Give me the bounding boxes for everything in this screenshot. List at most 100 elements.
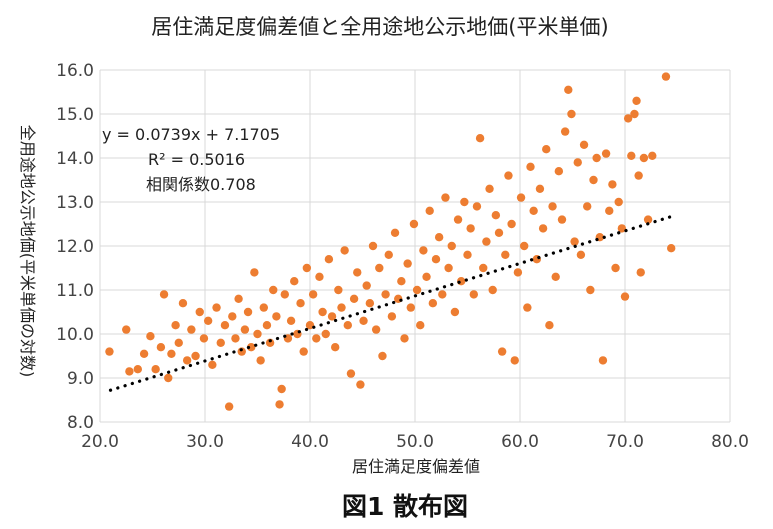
- data-point: [453, 215, 463, 224]
- data-point: [365, 299, 375, 308]
- data-point: [390, 228, 400, 237]
- data-point: [586, 285, 595, 295]
- data-point: [472, 202, 482, 211]
- data-point: [601, 149, 611, 158]
- data-point: [139, 349, 149, 358]
- data-point: [337, 303, 346, 312]
- data-point: [567, 109, 576, 119]
- data-point: [667, 244, 676, 253]
- data-point: [416, 321, 425, 330]
- y-tick-label: 13.0: [56, 193, 94, 213]
- data-point: [557, 215, 567, 224]
- data-point: [438, 290, 447, 299]
- data-point: [191, 351, 200, 361]
- data-point: [368, 241, 378, 251]
- data-point: [356, 380, 365, 389]
- data-point: [560, 127, 570, 136]
- data-point: [634, 171, 643, 180]
- data-point: [290, 277, 299, 286]
- data-point: [250, 268, 259, 277]
- data-point: [611, 263, 620, 273]
- data-point: [315, 272, 324, 281]
- data-point: [529, 206, 538, 215]
- data-point: [428, 299, 438, 308]
- data-point: [331, 343, 340, 352]
- data-point: [275, 400, 284, 409]
- x-tick-label: 70.0: [606, 432, 644, 452]
- data-point: [259, 303, 268, 312]
- data-point: [381, 290, 390, 299]
- x-tick-label: 60.0: [501, 432, 539, 452]
- chart-title: 居住満足度偏差値と全用途地公示地価(平米単価): [151, 15, 608, 39]
- equation-label: y = 0.0739x + 7.1705: [102, 125, 280, 144]
- data-point: [318, 307, 327, 317]
- data-point: [648, 151, 657, 160]
- trendline: [108, 214, 674, 392]
- data-point: [431, 255, 441, 264]
- data-point: [434, 233, 444, 242]
- data-point: [535, 184, 545, 193]
- data-point: [151, 365, 160, 374]
- data-point: [412, 285, 422, 295]
- data-point: [419, 246, 428, 255]
- data-point: [203, 316, 213, 325]
- x-axis-title: 居住満足度偏差値: [352, 457, 480, 476]
- data-point: [605, 206, 614, 215]
- data-point: [460, 197, 469, 207]
- data-point: [551, 272, 560, 281]
- data-point: [501, 250, 510, 259]
- data-point: [243, 307, 253, 317]
- data-point: [409, 219, 419, 229]
- data-point: [639, 153, 649, 163]
- data-point: [520, 241, 529, 251]
- data-point: [422, 272, 431, 281]
- data-point: [346, 369, 356, 378]
- data-point: [105, 347, 114, 356]
- grid-lines: [99, 69, 731, 423]
- data-point: [228, 312, 237, 321]
- data-point: [286, 316, 296, 325]
- data-point: [573, 158, 582, 167]
- data-point: [334, 285, 343, 295]
- data-point: [589, 175, 598, 185]
- data-point: [632, 96, 641, 106]
- data-point: [441, 193, 450, 202]
- data-point: [400, 334, 409, 343]
- data-point: [212, 303, 221, 312]
- data-point: [627, 151, 636, 160]
- data-point: [208, 360, 217, 369]
- data-point: [570, 237, 579, 246]
- data-point: [488, 285, 497, 295]
- data-point: [475, 134, 485, 143]
- data-point: [397, 277, 406, 286]
- data-point: [620, 292, 630, 301]
- data-point: [538, 224, 548, 233]
- y-tick-label: 12.0: [56, 237, 94, 257]
- data-point: [305, 321, 315, 330]
- data-point: [265, 338, 275, 347]
- data-point: [240, 325, 250, 334]
- data-point: [182, 356, 192, 365]
- data-point: [234, 294, 243, 303]
- data-point: [231, 334, 240, 343]
- data-point: [494, 228, 504, 237]
- data-point: [133, 365, 142, 374]
- data-point: [516, 193, 526, 202]
- x-tick-label: 50.0: [396, 432, 434, 452]
- data-point: [167, 349, 176, 358]
- data-point: [608, 180, 617, 189]
- data-point: [159, 290, 169, 299]
- data-point: [450, 307, 460, 317]
- r-squared-label: R² = 0.5016: [148, 150, 245, 169]
- figure-caption: 図1 散布図: [342, 492, 468, 521]
- data-point: [269, 285, 278, 295]
- data-point: [510, 356, 519, 365]
- data-point: [636, 268, 645, 277]
- data-point: [507, 219, 516, 229]
- data-point: [280, 290, 289, 299]
- data-point: [491, 211, 501, 220]
- data-point: [220, 321, 230, 330]
- data-point: [617, 224, 627, 233]
- data-point: [661, 72, 671, 81]
- data-point: [403, 259, 412, 268]
